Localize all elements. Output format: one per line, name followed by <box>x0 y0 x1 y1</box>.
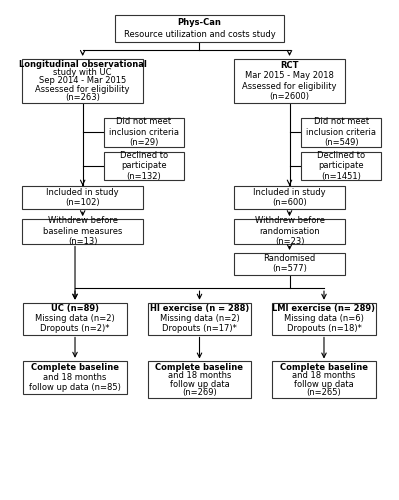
Text: Sep 2014 - Mar 2015: Sep 2014 - Mar 2015 <box>39 76 126 86</box>
FancyBboxPatch shape <box>234 59 345 103</box>
Text: Withdrew before
baseline measures
(n=13): Withdrew before baseline measures (n=13) <box>43 216 122 246</box>
Text: and 18 months: and 18 months <box>168 371 231 380</box>
Text: follow up data: follow up data <box>170 380 229 388</box>
Text: LMI exercise (n= 289): LMI exercise (n= 289) <box>273 304 375 314</box>
FancyBboxPatch shape <box>104 118 184 146</box>
Text: Complete baseline: Complete baseline <box>156 362 243 372</box>
FancyBboxPatch shape <box>22 59 143 103</box>
FancyBboxPatch shape <box>104 152 184 180</box>
Text: and 18 months: and 18 months <box>292 371 356 380</box>
Text: Assessed for eligibility: Assessed for eligibility <box>36 85 130 94</box>
Text: Missing data (n=2): Missing data (n=2) <box>35 314 115 323</box>
Text: Dropouts (n=2)*: Dropouts (n=2)* <box>40 324 110 333</box>
FancyBboxPatch shape <box>234 253 345 274</box>
Text: (n=263): (n=263) <box>65 93 100 102</box>
FancyBboxPatch shape <box>272 362 376 398</box>
Text: Mar 2015 - May 2018: Mar 2015 - May 2018 <box>245 72 334 80</box>
Text: Included in study
(n=600): Included in study (n=600) <box>253 188 326 208</box>
Text: Complete baseline: Complete baseline <box>31 363 119 372</box>
FancyBboxPatch shape <box>301 152 381 180</box>
FancyBboxPatch shape <box>23 360 127 394</box>
Text: (n=2600): (n=2600) <box>269 92 310 101</box>
FancyBboxPatch shape <box>115 15 284 42</box>
Text: Withdrew before
randomisation
(n=23): Withdrew before randomisation (n=23) <box>255 216 324 246</box>
Text: Did not meet
inclusion criteria
(n=549): Did not meet inclusion criteria (n=549) <box>306 118 376 148</box>
Text: Assessed for eligibility: Assessed for eligibility <box>242 82 337 90</box>
Text: Phys-Can: Phys-Can <box>178 18 221 27</box>
Text: Dropouts (n=17)*: Dropouts (n=17)* <box>162 324 237 333</box>
Text: UC (n=89): UC (n=89) <box>51 304 99 314</box>
Text: Missing data (n=2): Missing data (n=2) <box>160 314 239 323</box>
Text: Dropouts (n=18)*: Dropouts (n=18)* <box>286 324 361 333</box>
Text: Longitudinal observational: Longitudinal observational <box>19 60 146 69</box>
FancyBboxPatch shape <box>301 118 381 146</box>
Text: RCT: RCT <box>280 61 299 70</box>
Text: Included in study
(n=102): Included in study (n=102) <box>46 188 119 208</box>
Text: and 18 months: and 18 months <box>43 373 107 382</box>
Text: Complete baseline: Complete baseline <box>280 362 368 372</box>
Text: (n=269): (n=269) <box>182 388 217 397</box>
FancyBboxPatch shape <box>22 219 143 244</box>
Text: follow up data (n=85): follow up data (n=85) <box>29 383 121 392</box>
FancyBboxPatch shape <box>23 302 127 334</box>
Text: Declined to
participate
(n=132): Declined to participate (n=132) <box>120 151 168 180</box>
Text: Did not meet
inclusion criteria
(n=29): Did not meet inclusion criteria (n=29) <box>109 118 179 148</box>
FancyBboxPatch shape <box>148 362 251 398</box>
FancyBboxPatch shape <box>234 186 345 210</box>
Text: (n=265): (n=265) <box>306 388 342 397</box>
Text: Declined to
participate
(n=1451): Declined to participate (n=1451) <box>317 151 365 180</box>
Text: Missing data (n=6): Missing data (n=6) <box>284 314 364 323</box>
Text: HI exercise (n = 288): HI exercise (n = 288) <box>150 304 249 314</box>
Text: Randomised
(n=577): Randomised (n=577) <box>263 254 316 274</box>
FancyBboxPatch shape <box>272 302 376 334</box>
Text: follow up data: follow up data <box>294 380 354 388</box>
Text: Resource utilization and costs study: Resource utilization and costs study <box>124 30 275 39</box>
FancyBboxPatch shape <box>148 302 251 334</box>
Text: study with UC: study with UC <box>53 68 112 77</box>
FancyBboxPatch shape <box>22 186 143 210</box>
FancyBboxPatch shape <box>234 219 345 244</box>
